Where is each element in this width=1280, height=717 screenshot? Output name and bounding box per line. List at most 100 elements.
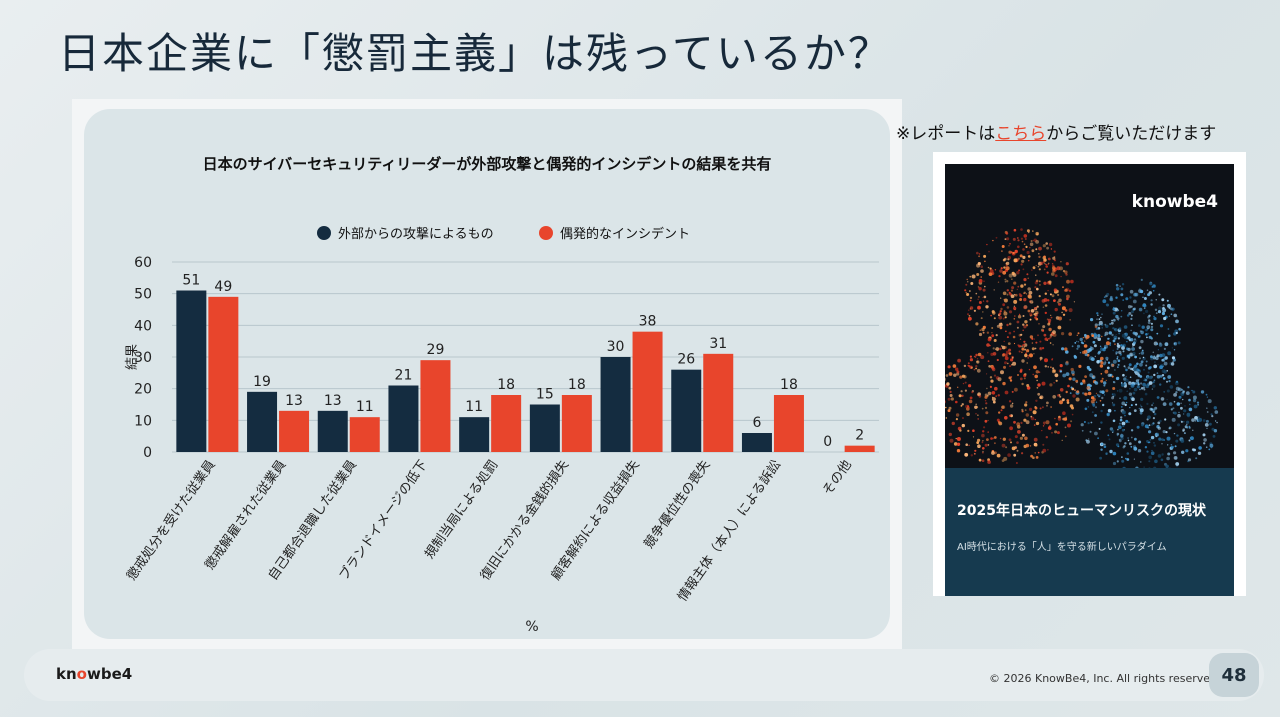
art-dot: [1043, 423, 1045, 426]
art-dot: [1143, 293, 1146, 295]
art-dot: [985, 411, 989, 415]
art-dot: [1177, 341, 1181, 345]
art-dot: [1082, 380, 1086, 385]
art-dot: [959, 429, 962, 432]
art-dot: [1094, 380, 1097, 384]
art-dot: [1062, 286, 1064, 288]
art-dot: [1079, 337, 1083, 342]
art-dot: [1066, 297, 1069, 301]
art-dot: [1170, 444, 1173, 446]
art-dot: [1069, 404, 1074, 408]
art-dot: [1037, 451, 1040, 454]
art-dot: [1111, 402, 1114, 404]
art-dot: [1188, 407, 1193, 412]
art-dot: [1008, 438, 1012, 442]
art-dot: [1153, 315, 1155, 318]
art-dot: [1140, 289, 1144, 294]
art-dot: [1112, 311, 1116, 315]
art-dot: [950, 397, 954, 401]
art-dot: [1090, 318, 1094, 322]
art-dot: [945, 400, 946, 404]
art-dot: [1084, 333, 1087, 337]
art-dot: [1104, 323, 1107, 326]
art-dot: [976, 273, 980, 276]
art-dot: [964, 381, 967, 384]
bar-value-label: 18: [568, 377, 586, 393]
art-dot: [1105, 356, 1109, 360]
report-link[interactable]: こちら: [995, 124, 1047, 144]
art-dot: [1152, 411, 1155, 414]
art-dot: [1116, 432, 1120, 436]
bar-value-label: 11: [465, 399, 483, 415]
art-dot: [1069, 392, 1072, 394]
art-dot: [1031, 269, 1033, 271]
art-dot: [1140, 360, 1144, 364]
art-dot: [1046, 271, 1049, 274]
art-dot: [1086, 386, 1091, 390]
art-dot: [1001, 405, 1006, 409]
report-cover[interactable]: knowbe4 2025年日本のヒューマンリスクの現状 AI時代における「人」を…: [933, 152, 1246, 596]
art-dot: [990, 437, 993, 440]
bar-value-label: 13: [324, 393, 342, 409]
art-dot: [1135, 335, 1138, 338]
art-dot: [1013, 299, 1018, 304]
art-dot: [1039, 347, 1042, 350]
art-dot: [1051, 432, 1053, 434]
art-dot: [1067, 423, 1071, 428]
art-dot: [993, 339, 997, 342]
art-dot: [1066, 399, 1070, 402]
art-dot: [1012, 335, 1016, 339]
art-dot: [1101, 396, 1104, 400]
art-dot: [1062, 411, 1066, 415]
art-dot: [1207, 399, 1212, 404]
art-dot: [1032, 230, 1034, 232]
art-dot: [1057, 417, 1062, 421]
art-dot: [1004, 416, 1008, 420]
art-dot: [1025, 420, 1030, 425]
bar-value-label: 11: [356, 399, 374, 415]
art-dot: [1023, 305, 1027, 310]
art-dot: [1114, 337, 1117, 340]
art-dot: [1023, 283, 1027, 286]
art-dot: [1197, 403, 1199, 406]
art-dot: [978, 458, 982, 462]
art-dot: [1088, 368, 1092, 372]
art-dot: [966, 412, 970, 416]
art-dot: [1034, 406, 1038, 410]
art-dot: [1005, 232, 1009, 235]
art-dot: [1150, 322, 1153, 325]
art-dot: [1002, 437, 1006, 441]
art-dot: [1146, 450, 1149, 453]
art-dot: [1056, 266, 1061, 271]
art-dot: [1065, 372, 1070, 376]
art-dot: [1095, 392, 1098, 395]
art-dot: [1163, 316, 1167, 321]
legend-label-2: 偶発的なインシデント: [560, 226, 690, 242]
art-dot: [957, 386, 959, 388]
art-dot: [1006, 293, 1009, 296]
art-dot: [1052, 266, 1056, 270]
art-dot: [1027, 259, 1030, 262]
art-dot: [1147, 321, 1151, 325]
art-dot: [1122, 424, 1125, 428]
art-dot: [1135, 403, 1138, 406]
y-tick-label: 40: [134, 318, 152, 334]
art-dot: [982, 331, 985, 334]
art-dot: [1027, 356, 1030, 359]
art-dot: [973, 368, 976, 371]
art-dot: [1061, 398, 1065, 402]
art-dot: [1046, 405, 1048, 407]
art-dot: [1107, 413, 1109, 416]
art-dot: [1151, 449, 1153, 452]
bar: [349, 417, 380, 452]
art-dot: [1030, 240, 1033, 242]
art-dot: [1032, 456, 1035, 460]
art-dot: [1180, 439, 1185, 443]
art-dot: [978, 332, 983, 337]
art-dot: [994, 386, 998, 391]
art-dot: [1112, 393, 1116, 397]
art-dot: [1008, 400, 1012, 403]
art-dot: [1106, 412, 1110, 417]
art-dot: [992, 352, 997, 356]
art-dot: [1214, 410, 1219, 414]
